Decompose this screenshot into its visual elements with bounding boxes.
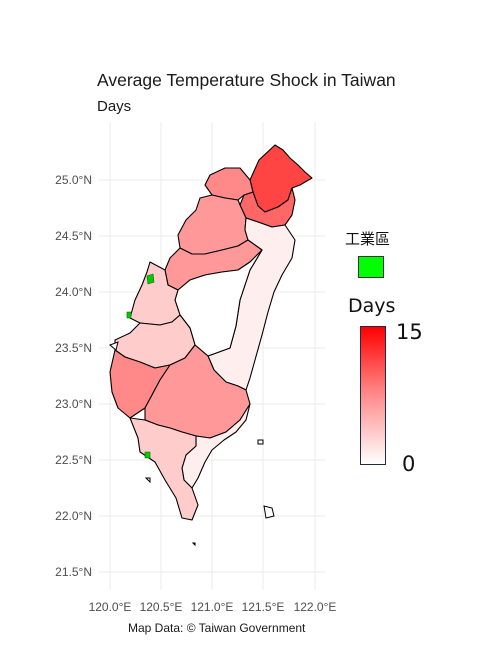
island-southern xyxy=(191,542,196,547)
y-tick-label: 23.0°N xyxy=(55,397,92,411)
x-tick-label: 120.5°E xyxy=(139,600,183,614)
island-green xyxy=(257,439,264,445)
island-south xyxy=(144,477,151,484)
y-tick-label: 24.5°N xyxy=(55,229,92,243)
y-tick-label: 21.5°N xyxy=(55,565,92,579)
island-west xyxy=(109,341,119,351)
islands xyxy=(109,341,275,547)
x-tick-label: 120.0°E xyxy=(88,600,132,614)
industrial-zone-kaohsiung xyxy=(144,451,151,459)
industrial-legend-key xyxy=(358,256,384,278)
y-tick-label: 22.5°N xyxy=(55,453,92,467)
industrial-legend-title: 工業區 xyxy=(345,230,391,248)
days-color-bar xyxy=(360,326,386,465)
chart-subtitle: Days xyxy=(97,98,132,115)
industrial-zone-changhua xyxy=(146,273,155,285)
island-east xyxy=(263,505,275,519)
x-tick-label: 122.0°E xyxy=(293,600,337,614)
industrial-zones xyxy=(126,273,155,459)
region-southern-tip xyxy=(129,417,199,521)
days-legend-min: 0 xyxy=(402,452,416,476)
chart-title: Average Temperature Shock in Taiwan xyxy=(97,70,396,90)
days-legend-title: Days xyxy=(348,295,396,317)
y-tick-label: 22.0°N xyxy=(55,509,92,523)
map-caption: Map Data: © Taiwan Government xyxy=(128,621,306,635)
y-tick-label: 25.0°N xyxy=(55,173,92,187)
region-north-west xyxy=(204,167,254,201)
region-northern-tip xyxy=(249,144,313,213)
industrial-zone-yunlin xyxy=(126,311,132,319)
x-tick-label: 121.5°E xyxy=(241,600,285,614)
x-tick-label: 121.0°E xyxy=(190,600,234,614)
y-tick-label: 24.0°N xyxy=(55,285,92,299)
region-north-central xyxy=(177,194,249,255)
y-tick-label: 23.5°N xyxy=(55,341,92,355)
days-legend-max: 15 xyxy=(396,320,423,344)
